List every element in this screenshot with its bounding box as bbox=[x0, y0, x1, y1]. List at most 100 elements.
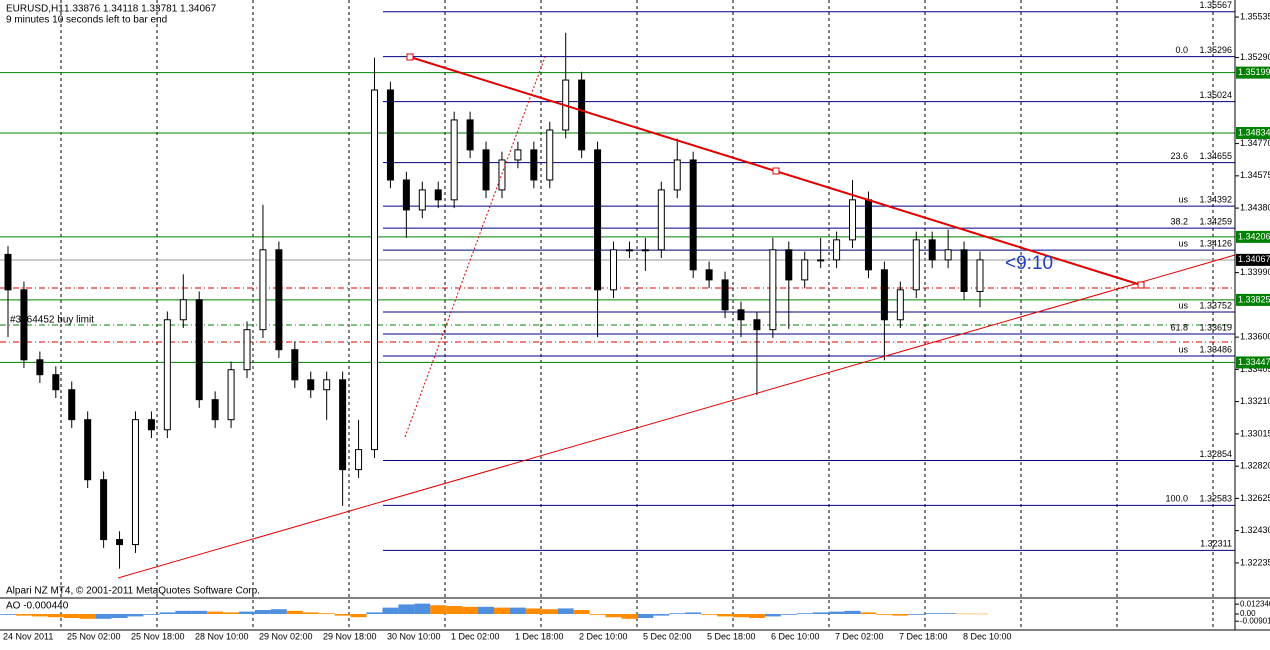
y-tick-label: 1.35290 bbox=[1240, 52, 1270, 62]
candle-body bbox=[227, 369, 235, 421]
y-tick-label: 1.33990 bbox=[1240, 267, 1270, 277]
ao-bar bbox=[47, 614, 64, 618]
ao-bar bbox=[796, 613, 813, 615]
ao-bar bbox=[669, 613, 686, 615]
price-box bbox=[1236, 230, 1270, 243]
ao-bar bbox=[95, 614, 112, 619]
ao-bar bbox=[462, 606, 479, 615]
level-tag: 0.0 bbox=[1175, 45, 1188, 55]
candle-body bbox=[801, 259, 809, 281]
candle-body bbox=[179, 299, 187, 321]
indicator-label: AO -0.000440 bbox=[6, 601, 69, 612]
candle-body bbox=[610, 249, 618, 291]
candle-body bbox=[68, 389, 76, 421]
header-values: 1.33876 1.34118 1.33781 1.34067 bbox=[64, 4, 217, 15]
ao-bar bbox=[860, 612, 877, 615]
level-tag: us bbox=[1178, 300, 1188, 310]
ao-bar bbox=[748, 614, 765, 619]
ao-bar bbox=[398, 604, 415, 615]
levels: 1.35567 1.35296 0.0 1.35024 1.34655 23.6 1.343… bbox=[0, 0, 1235, 551]
level-price: 1.33486 bbox=[1199, 344, 1232, 354]
x-tick-label: 6 Dec 10:00 bbox=[771, 631, 820, 641]
ao-bar bbox=[509, 607, 526, 615]
ao-bar bbox=[924, 613, 941, 615]
ao-bar bbox=[525, 608, 542, 615]
ao-bar bbox=[111, 614, 128, 619]
candle-body bbox=[817, 259, 825, 262]
candle-body bbox=[418, 189, 426, 211]
candle-body bbox=[131, 419, 139, 546]
y-tick-label: 1.35535 bbox=[1240, 11, 1270, 21]
ao-bar bbox=[557, 608, 574, 615]
candle-body bbox=[896, 289, 904, 321]
ao-bar bbox=[876, 614, 893, 615]
candle-body bbox=[100, 479, 108, 541]
ao-bar bbox=[239, 611, 255, 615]
price-box-label: 1.34067 bbox=[1238, 254, 1270, 264]
level-tag: 38.2 bbox=[1170, 216, 1188, 226]
candle-body bbox=[514, 149, 522, 161]
candle-body bbox=[625, 249, 633, 252]
ao-bar bbox=[366, 612, 383, 615]
trendline bbox=[404, 56, 546, 438]
level-price: 1.34392 bbox=[1199, 194, 1232, 204]
candle-body bbox=[673, 159, 681, 191]
candle-body bbox=[466, 119, 474, 151]
candle-body bbox=[84, 419, 92, 481]
ao-bar bbox=[302, 612, 319, 615]
candle-body bbox=[291, 349, 299, 381]
candle-body bbox=[355, 449, 363, 471]
ao-bar bbox=[828, 611, 845, 615]
y-tick-label: 1.32430 bbox=[1240, 525, 1270, 535]
level-tag: 61.8 bbox=[1170, 322, 1188, 332]
candle-body bbox=[323, 379, 331, 391]
ao-bar bbox=[956, 613, 973, 615]
ao-bar bbox=[541, 609, 558, 615]
x-tick-label: 8 Dec 10:00 bbox=[963, 631, 1012, 641]
x-tick-label: 1 Dec 02:00 bbox=[451, 631, 500, 641]
level-price: 1.33619 bbox=[1199, 322, 1232, 332]
ao-bar bbox=[382, 607, 399, 615]
ao-bar bbox=[653, 614, 670, 616]
ao-bar bbox=[175, 610, 192, 615]
candle-body bbox=[912, 239, 920, 291]
anchor[interactable] bbox=[1137, 281, 1145, 289]
candle-body bbox=[849, 199, 857, 241]
x-tick-label: 5 Dec 18:00 bbox=[707, 631, 756, 641]
x-tick-label: 2 Dec 10:00 bbox=[579, 631, 628, 641]
ao-bar bbox=[494, 607, 510, 615]
candle-body bbox=[195, 299, 203, 401]
price-box-label: 1.35199 bbox=[1238, 67, 1270, 77]
ao-bar bbox=[764, 614, 781, 617]
anchor[interactable] bbox=[406, 53, 414, 61]
level-price: 1.34259 bbox=[1199, 216, 1232, 226]
ao-bar bbox=[223, 612, 240, 615]
anchor[interactable] bbox=[772, 167, 780, 175]
ao-bar bbox=[812, 612, 829, 615]
x-tick-label: 28 Nov 10:00 bbox=[195, 631, 249, 641]
vertical-grid bbox=[60, 0, 1214, 630]
price-box bbox=[1236, 253, 1270, 266]
candle-body bbox=[450, 119, 458, 201]
x-tick-label: 1 Dec 18:00 bbox=[515, 631, 564, 641]
ao-bar bbox=[478, 606, 494, 615]
candle-body bbox=[339, 379, 347, 471]
candle-body bbox=[307, 379, 315, 391]
candle-body bbox=[498, 159, 506, 191]
ao-bar bbox=[892, 614, 909, 616]
level-price: 1.34126 bbox=[1199, 238, 1232, 248]
ao-bar bbox=[733, 614, 749, 618]
candle-body bbox=[211, 399, 219, 421]
ao-bar bbox=[780, 614, 797, 615]
x-tick-label: 29 Nov 02:00 bbox=[259, 631, 313, 641]
ao-bar bbox=[589, 614, 606, 615]
y-tick-label: 1.33600 bbox=[1240, 332, 1270, 342]
ao-bar bbox=[31, 614, 48, 617]
ao-bar bbox=[844, 610, 861, 615]
y-tick-label: 1.33405 bbox=[1240, 364, 1270, 374]
candle-body bbox=[163, 319, 171, 431]
candle-body bbox=[147, 419, 155, 431]
candle-body bbox=[20, 289, 28, 361]
candle-body bbox=[705, 269, 713, 281]
